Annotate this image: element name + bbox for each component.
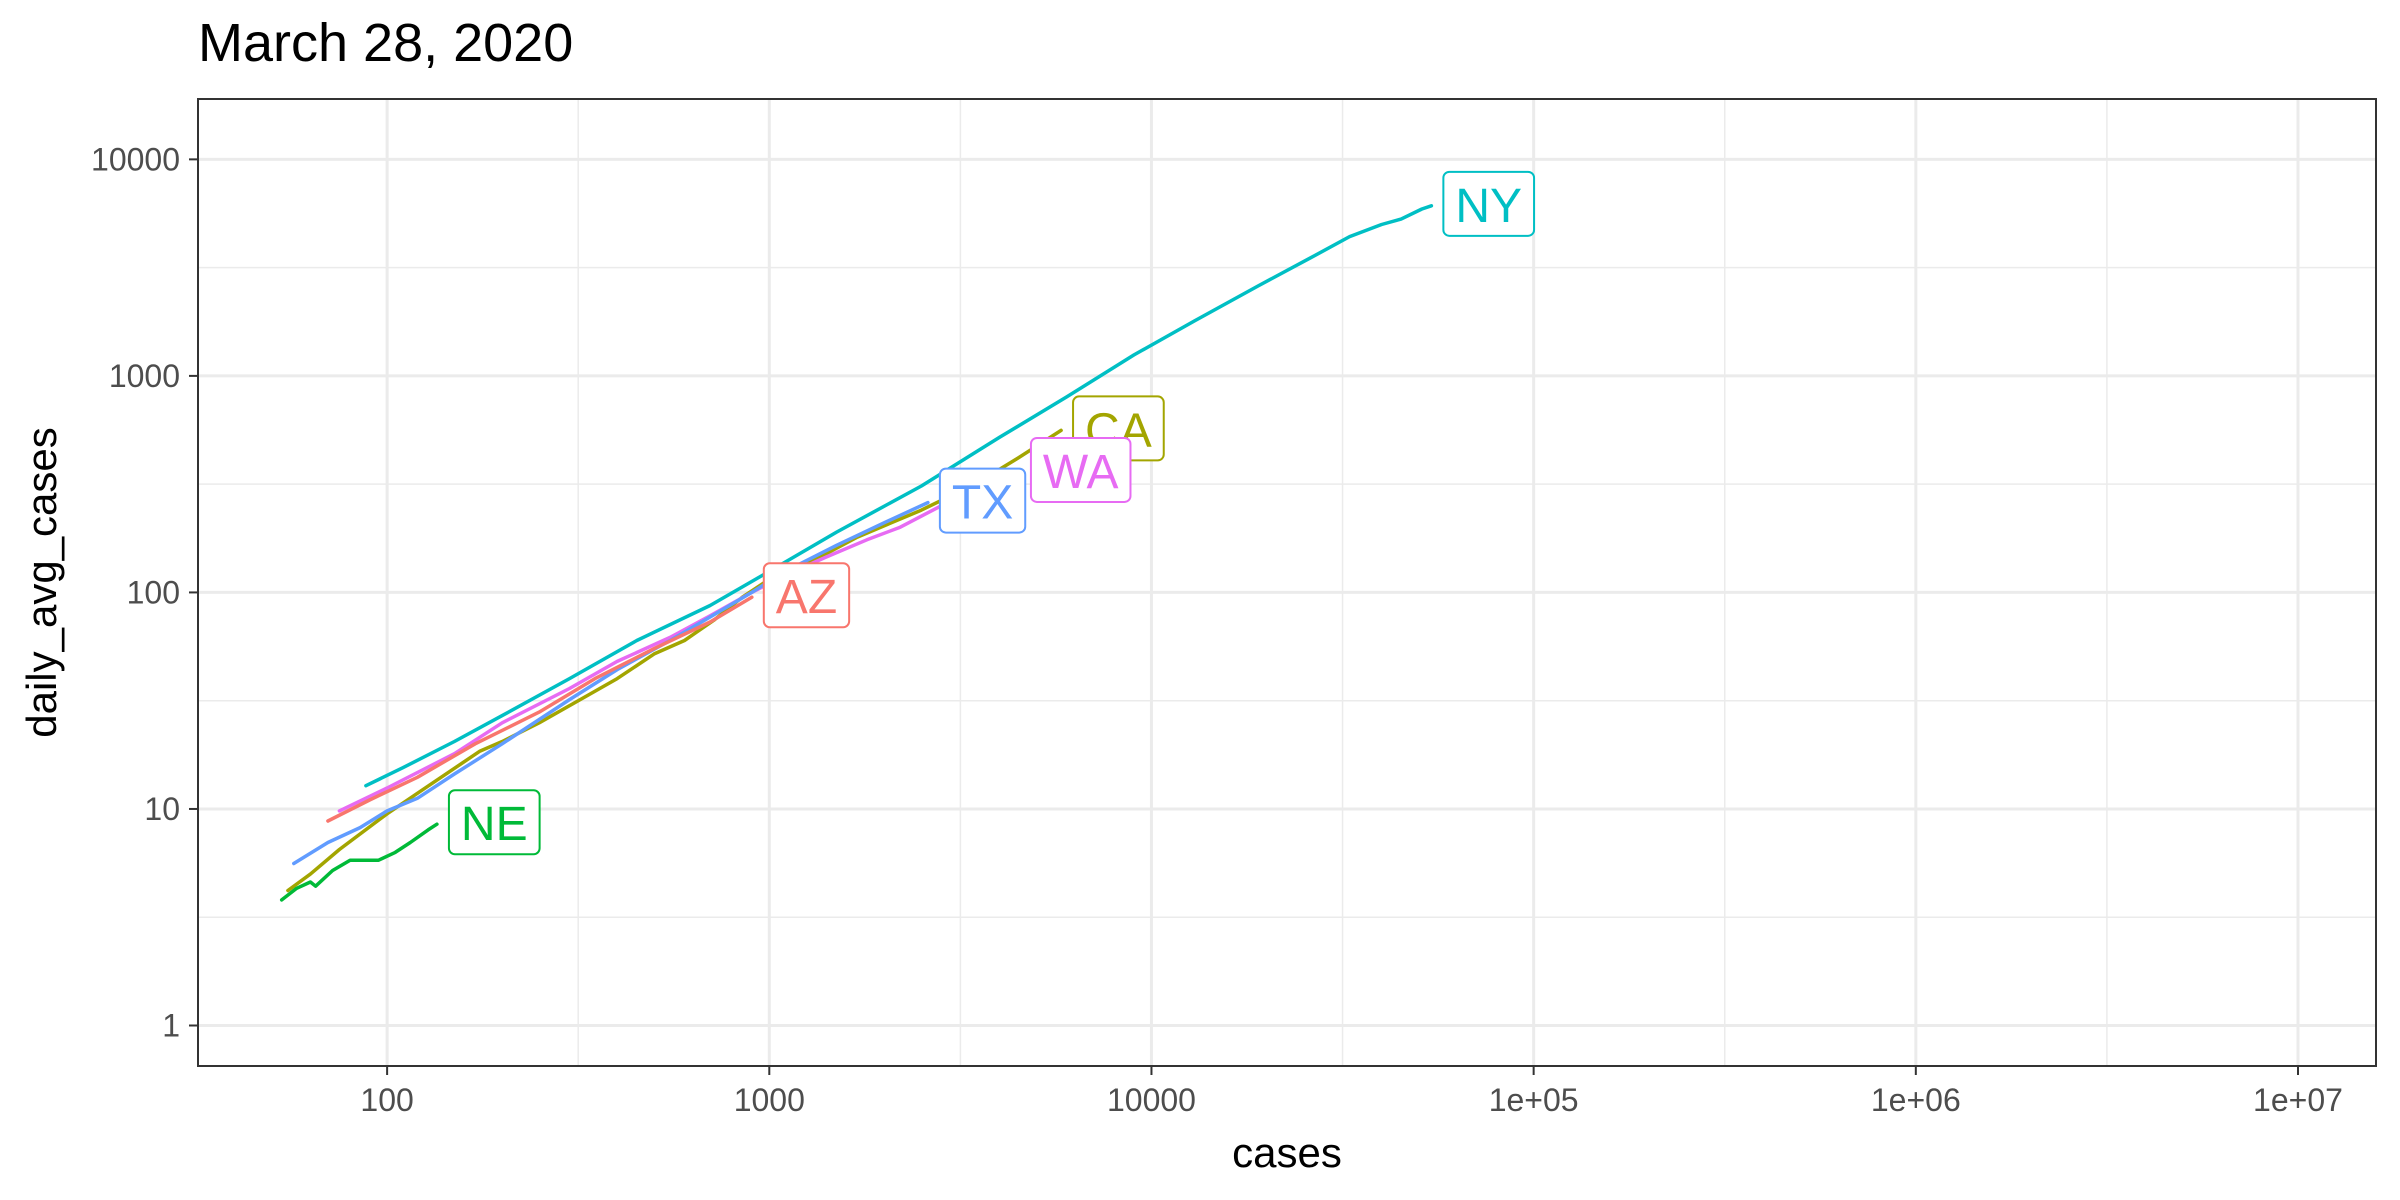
y-tick-labels: 1 10 100 1000 10000: [91, 141, 180, 1043]
series-label-text: WA: [1043, 446, 1119, 499]
plot-panel: [198, 99, 2376, 1066]
series-label-box: [938, 467, 1027, 534]
series-label-text: TX: [952, 477, 1013, 530]
series-label-tx: TX: [938, 467, 1027, 534]
x-tick-label: 1000: [734, 1082, 805, 1118]
series-label-box: [1029, 436, 1132, 503]
y-tick-label: 10000: [91, 141, 180, 177]
axis-ticks: [189, 158, 2299, 1075]
series-label-text: NY: [1455, 180, 1522, 233]
x-tick-label: 1e+07: [2253, 1082, 2343, 1118]
series-label-box: [1442, 170, 1536, 237]
minor-gridlines: [198, 99, 2376, 1066]
plot-border: [197, 98, 2377, 1067]
y-tick-label: 100: [127, 574, 180, 610]
x-tick-label: 1e+05: [1489, 1082, 1579, 1118]
series-label-ny: NY: [1442, 170, 1536, 237]
series-label-box: [447, 789, 541, 856]
y-tick-label: 1: [162, 1007, 180, 1043]
chart-title: March 28, 2020: [198, 13, 574, 73]
series-label-ne: NE: [447, 789, 541, 856]
series-line-ne: [279, 822, 439, 902]
series-lines: [279, 204, 1434, 902]
series-label-text: AZ: [776, 571, 837, 624]
y-tick-label: 10: [144, 791, 180, 827]
x-tick-labels: 100 1000 10000 1e+05 1e+06 1e+07: [360, 1082, 2343, 1118]
x-tick-label: 1e+06: [1871, 1082, 1961, 1118]
series-line-az: [326, 595, 754, 823]
series-label-text: NE: [461, 798, 528, 851]
y-tick-label: 1000: [109, 358, 180, 394]
x-axis-title: cases: [1232, 1129, 1342, 1176]
y-axis-title: daily_avg_cases: [18, 427, 65, 738]
x-tick-label: 10000: [1107, 1082, 1196, 1118]
series-label-az: AZ: [762, 562, 851, 629]
x-tick-label: 100: [360, 1082, 413, 1118]
series-label-wa: WA: [1029, 436, 1132, 503]
series-line-tx: [292, 500, 930, 866]
series-line-ny: [364, 204, 1434, 788]
series-label-box: [762, 562, 851, 629]
